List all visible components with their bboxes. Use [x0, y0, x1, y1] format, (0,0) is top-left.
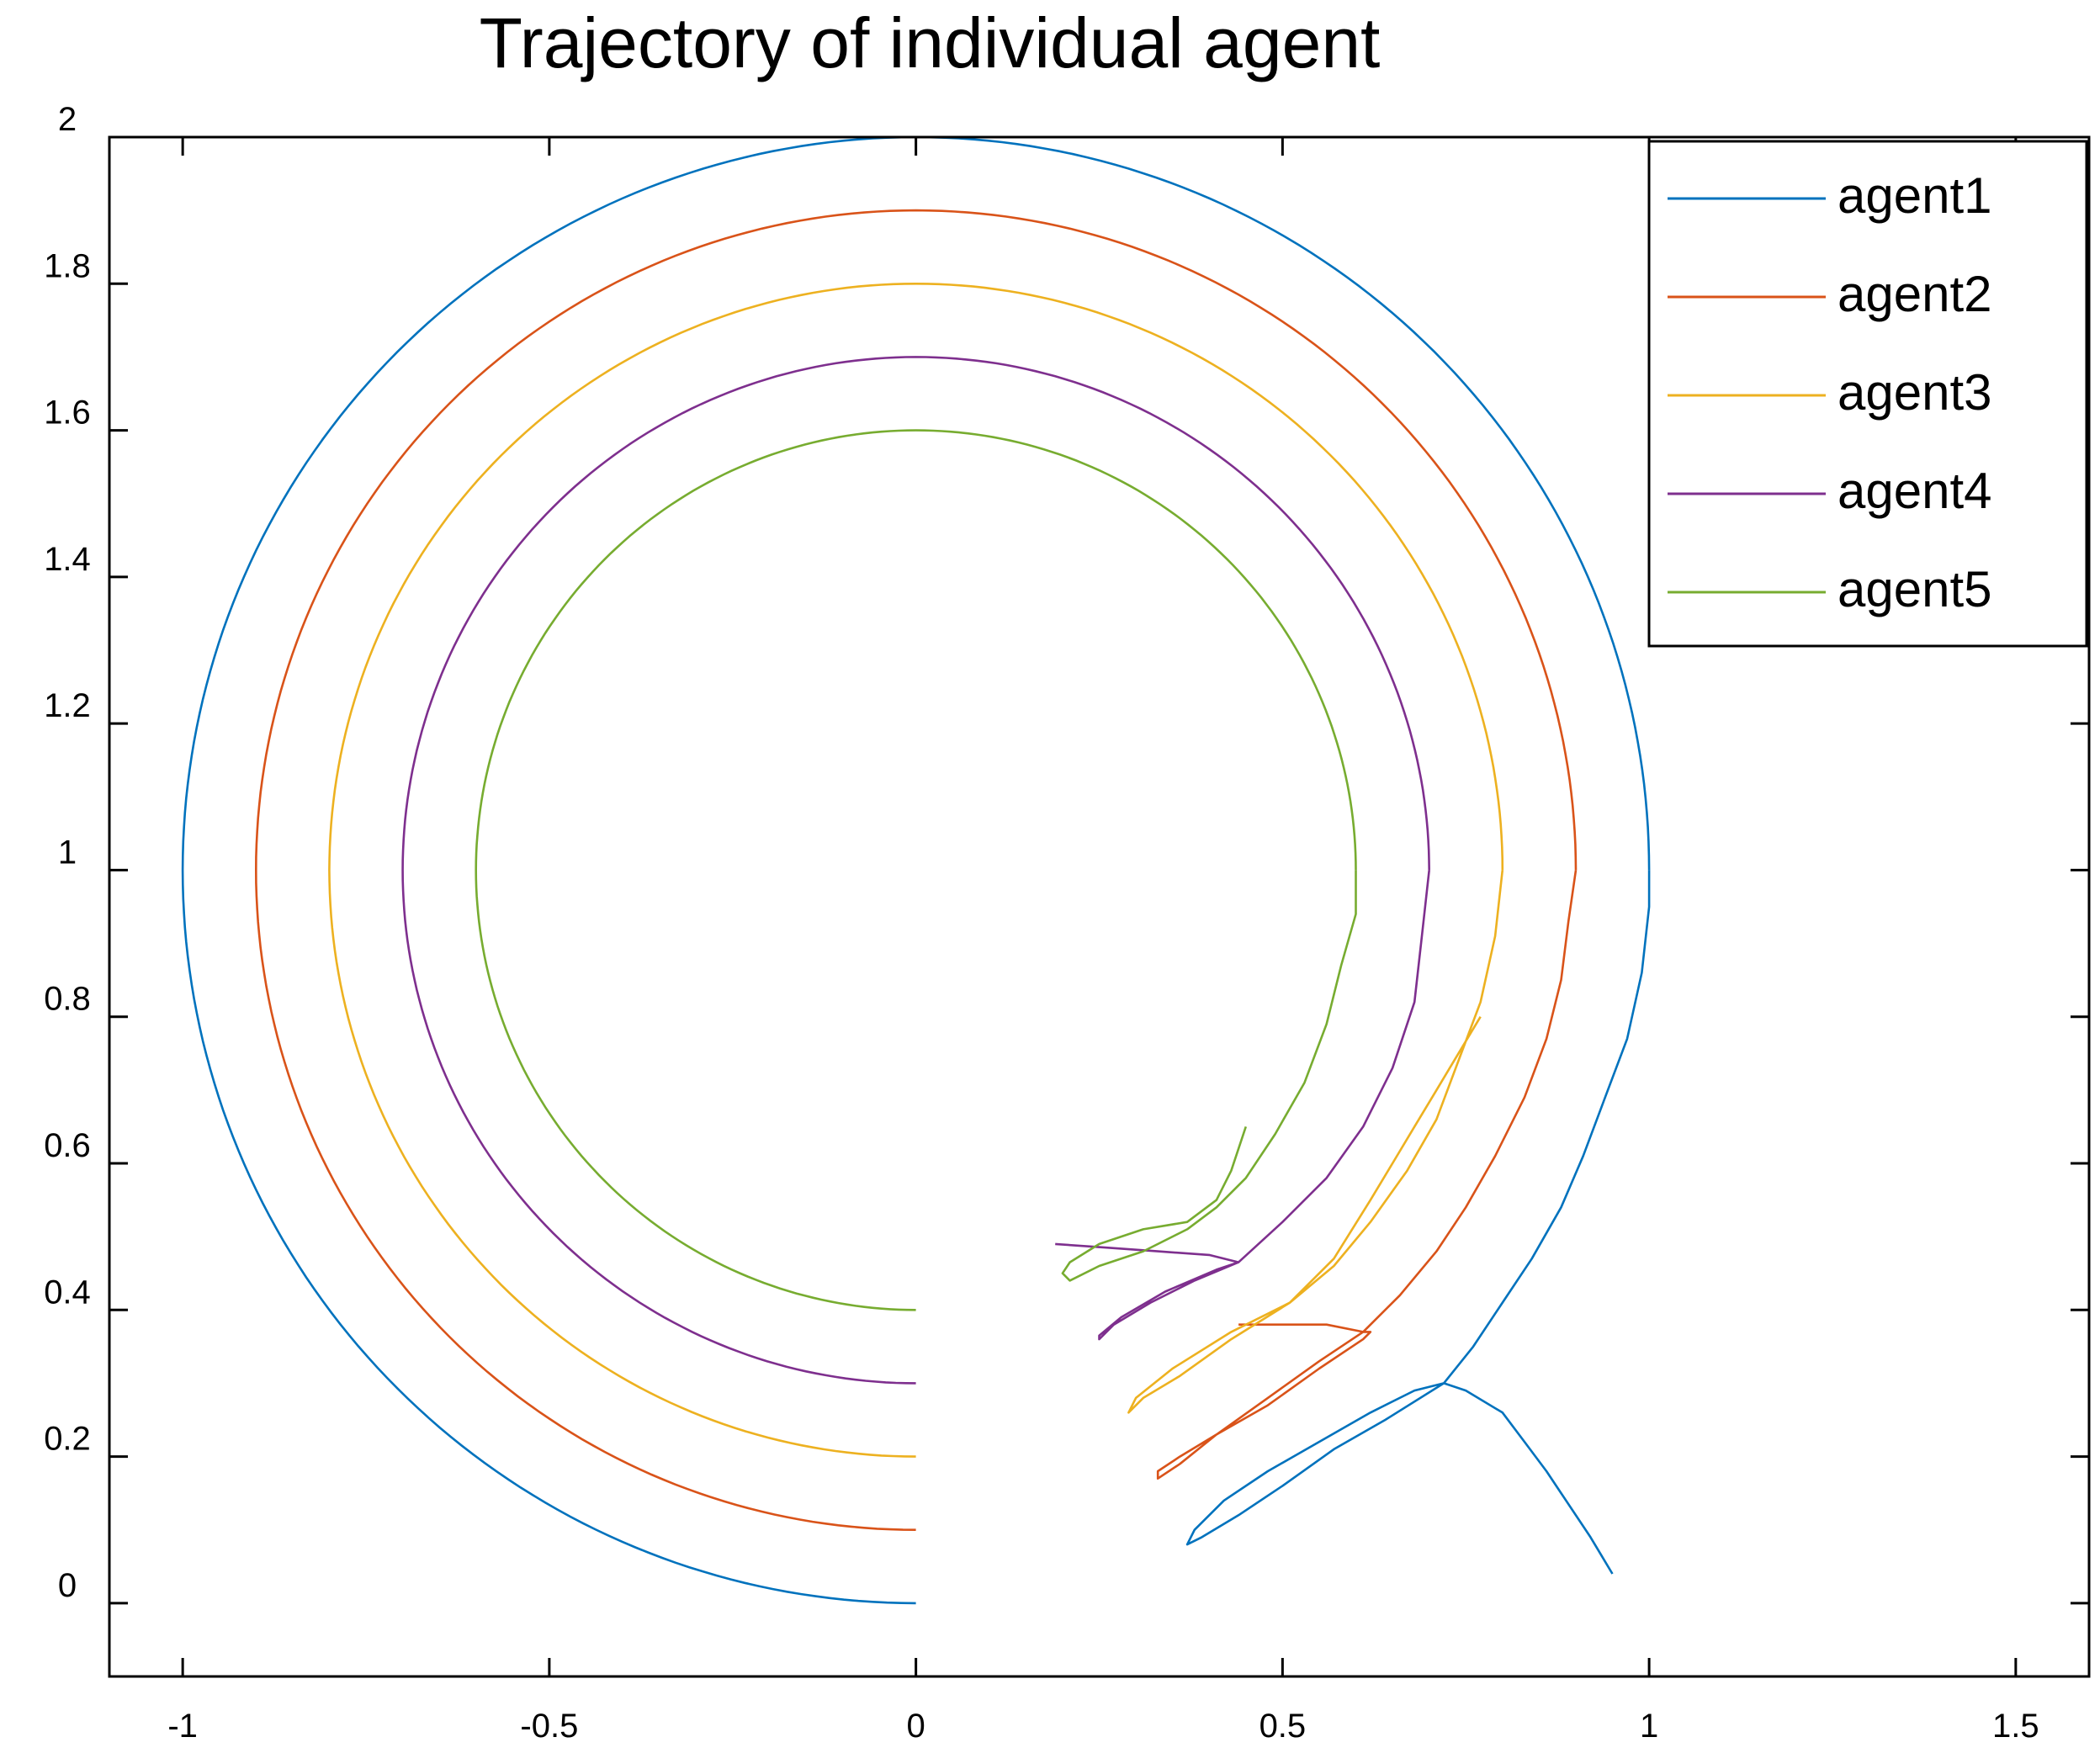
series-line-agent1-circle — [181, 137, 1651, 1605]
legend-box — [1647, 140, 2088, 648]
x-tick-label: 1.5 — [1992, 1708, 2039, 1745]
y-tick-label: 0.8 — [44, 981, 91, 1018]
series-line-agent1-transient — [1185, 870, 1651, 1575]
legend-item-agent4: agent4 — [1668, 463, 1992, 519]
legend: agent1 agent2 agent3 agent4 agent5 — [1647, 140, 2088, 648]
legend-label: agent5 — [1838, 561, 1992, 617]
series-line-agent5-circle — [475, 429, 1357, 1311]
series-line-agent3-transient — [1127, 870, 1504, 1414]
series-line-agent4-circle — [401, 356, 1430, 1385]
y-tick-label: 0.2 — [44, 1421, 91, 1458]
legend-item-agent1: agent1 — [1668, 167, 1992, 224]
legend-label: agent3 — [1838, 364, 1992, 421]
y-tick-label: 1.2 — [44, 687, 91, 724]
y-tick-label: 1.6 — [44, 395, 91, 432]
series-line-agent2-transient — [1156, 870, 1578, 1480]
series-agent3 — [328, 282, 1504, 1458]
chart-title: Trajectory of individual agent — [480, 3, 1381, 82]
y-tick-label: 0.4 — [44, 1274, 91, 1311]
series-layer — [181, 137, 1651, 1605]
series-agent5 — [475, 429, 1357, 1311]
legend-item-agent3: agent3 — [1668, 364, 1992, 421]
series-agent1 — [181, 137, 1651, 1605]
x-tick-label: 1 — [1640, 1708, 1658, 1745]
legend-label: agent1 — [1838, 167, 1992, 224]
y-tick-label: 0 — [58, 1567, 77, 1604]
series-line-agent2-circle — [254, 209, 1578, 1531]
legend-label: agent2 — [1838, 266, 1992, 322]
legend-item-agent2: agent2 — [1668, 266, 1992, 322]
plot-frame — [108, 135, 2091, 1678]
x-tick-label: -1 — [167, 1708, 198, 1745]
y-tick-label: 1.8 — [44, 247, 91, 284]
series-line-agent5-transient — [1061, 870, 1357, 1282]
x-tick-label: -0.5 — [520, 1708, 578, 1745]
x-tick-label: 0 — [907, 1708, 925, 1745]
y-tick-label: 1.4 — [44, 541, 91, 578]
ticks-layer: -1 -0.5 0 0.5 1 1.5 0 0.2 0.4 0.6 0.8 1 1.2 1.4 1.6 1.8… — [44, 101, 2089, 1745]
y-tick-label: 2 — [58, 101, 77, 138]
legend-item-agent5: agent5 — [1668, 561, 1992, 617]
series-agent2 — [254, 209, 1578, 1531]
series-line-agent3-circle — [328, 282, 1504, 1458]
x-tick-label: 0.5 — [1259, 1708, 1307, 1745]
y-tick-label: 1 — [58, 834, 77, 871]
series-line-agent4-transient — [1055, 870, 1430, 1341]
legend-label: agent4 — [1838, 463, 1992, 519]
series-agent4 — [401, 356, 1430, 1385]
y-tick-label: 0.6 — [44, 1127, 91, 1164]
